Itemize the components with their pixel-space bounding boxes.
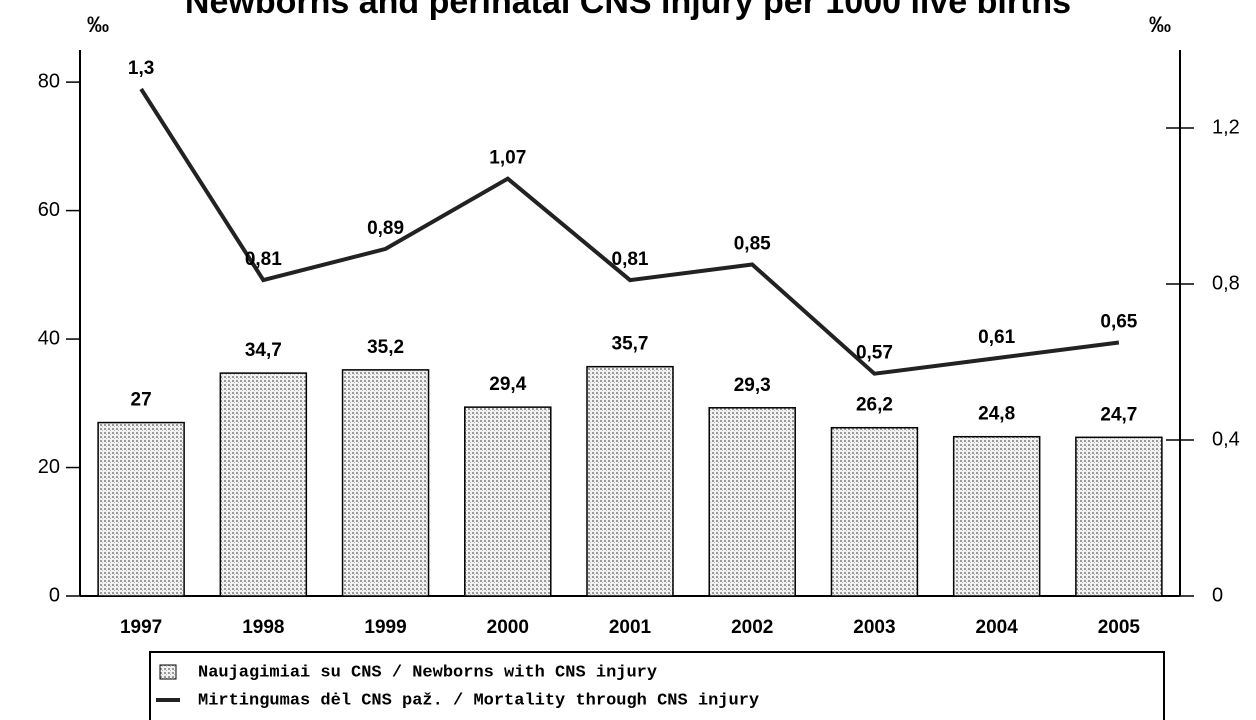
chart-title: Newborns and perinatal CNS injury per 10… [185, 0, 1071, 21]
data-label: 0,65 [1100, 312, 1137, 333]
data-label: 0,89 [367, 218, 404, 239]
bar [586, 365, 674, 597]
bar [830, 426, 919, 597]
x-tick-label: 2001 [609, 617, 652, 638]
legend-label: Naujagimiai su CNS / Newborns with CNS i… [198, 663, 657, 682]
bar [341, 369, 430, 597]
bar [219, 372, 308, 597]
y2-unit: ‰ [1149, 12, 1171, 37]
y-tick-label: 20 [38, 456, 60, 478]
data-label: 1,07 [489, 148, 526, 169]
legend-label: Mirtingumas dėl CNS pаž. / Mortality thr… [198, 691, 759, 710]
data-label: 24,7 [1100, 404, 1137, 425]
y-tick-label: 80 [38, 70, 60, 92]
data-label: 27 [131, 390, 152, 411]
data-label: 35,2 [367, 337, 404, 358]
data-label: 0,57 [856, 343, 893, 364]
x-tick-label: 2002 [731, 617, 773, 638]
legend-box [149, 651, 1165, 720]
data-label: 24,8 [978, 404, 1015, 425]
data-label: 29,3 [734, 375, 771, 396]
data-label: 0,81 [245, 249, 282, 270]
data-label: 0,85 [734, 234, 771, 255]
x-tick-label: 2005 [1098, 617, 1141, 638]
y-tick-label: 60 [38, 199, 60, 221]
x-tick-label: 2003 [853, 617, 895, 638]
x-tick-label: 1997 [120, 617, 162, 638]
data-label: 26,2 [856, 395, 893, 416]
y-unit: ‰ [87, 12, 109, 37]
data-label: 29,4 [489, 374, 526, 395]
data-label: 34,7 [245, 340, 282, 361]
bar [464, 406, 552, 597]
line [139, 87, 1120, 376]
x-tick-label: 1998 [242, 617, 284, 638]
x-tick-label: 1999 [364, 617, 406, 638]
data-label: 0,61 [978, 327, 1015, 348]
bar [1075, 436, 1163, 597]
y2-tick-label: 0 [1212, 584, 1223, 606]
y-tick-label: 0 [49, 584, 60, 606]
x-tick-label: 2000 [487, 617, 529, 638]
y2-tick-label: 1,2 [1212, 116, 1240, 138]
data-label: 1,3 [128, 58, 154, 79]
y2-tick-label: 0,4 [1212, 428, 1240, 450]
x-tick-label: 2004 [976, 617, 1019, 638]
legend-swatch [159, 664, 177, 680]
bar [708, 407, 796, 597]
data-label: 0,81 [612, 249, 649, 270]
bar [952, 435, 1041, 597]
data-label: 35,7 [612, 334, 649, 355]
y-tick-label: 40 [38, 327, 60, 349]
bar [97, 421, 185, 597]
y2-tick-label: 0,8 [1212, 272, 1240, 294]
